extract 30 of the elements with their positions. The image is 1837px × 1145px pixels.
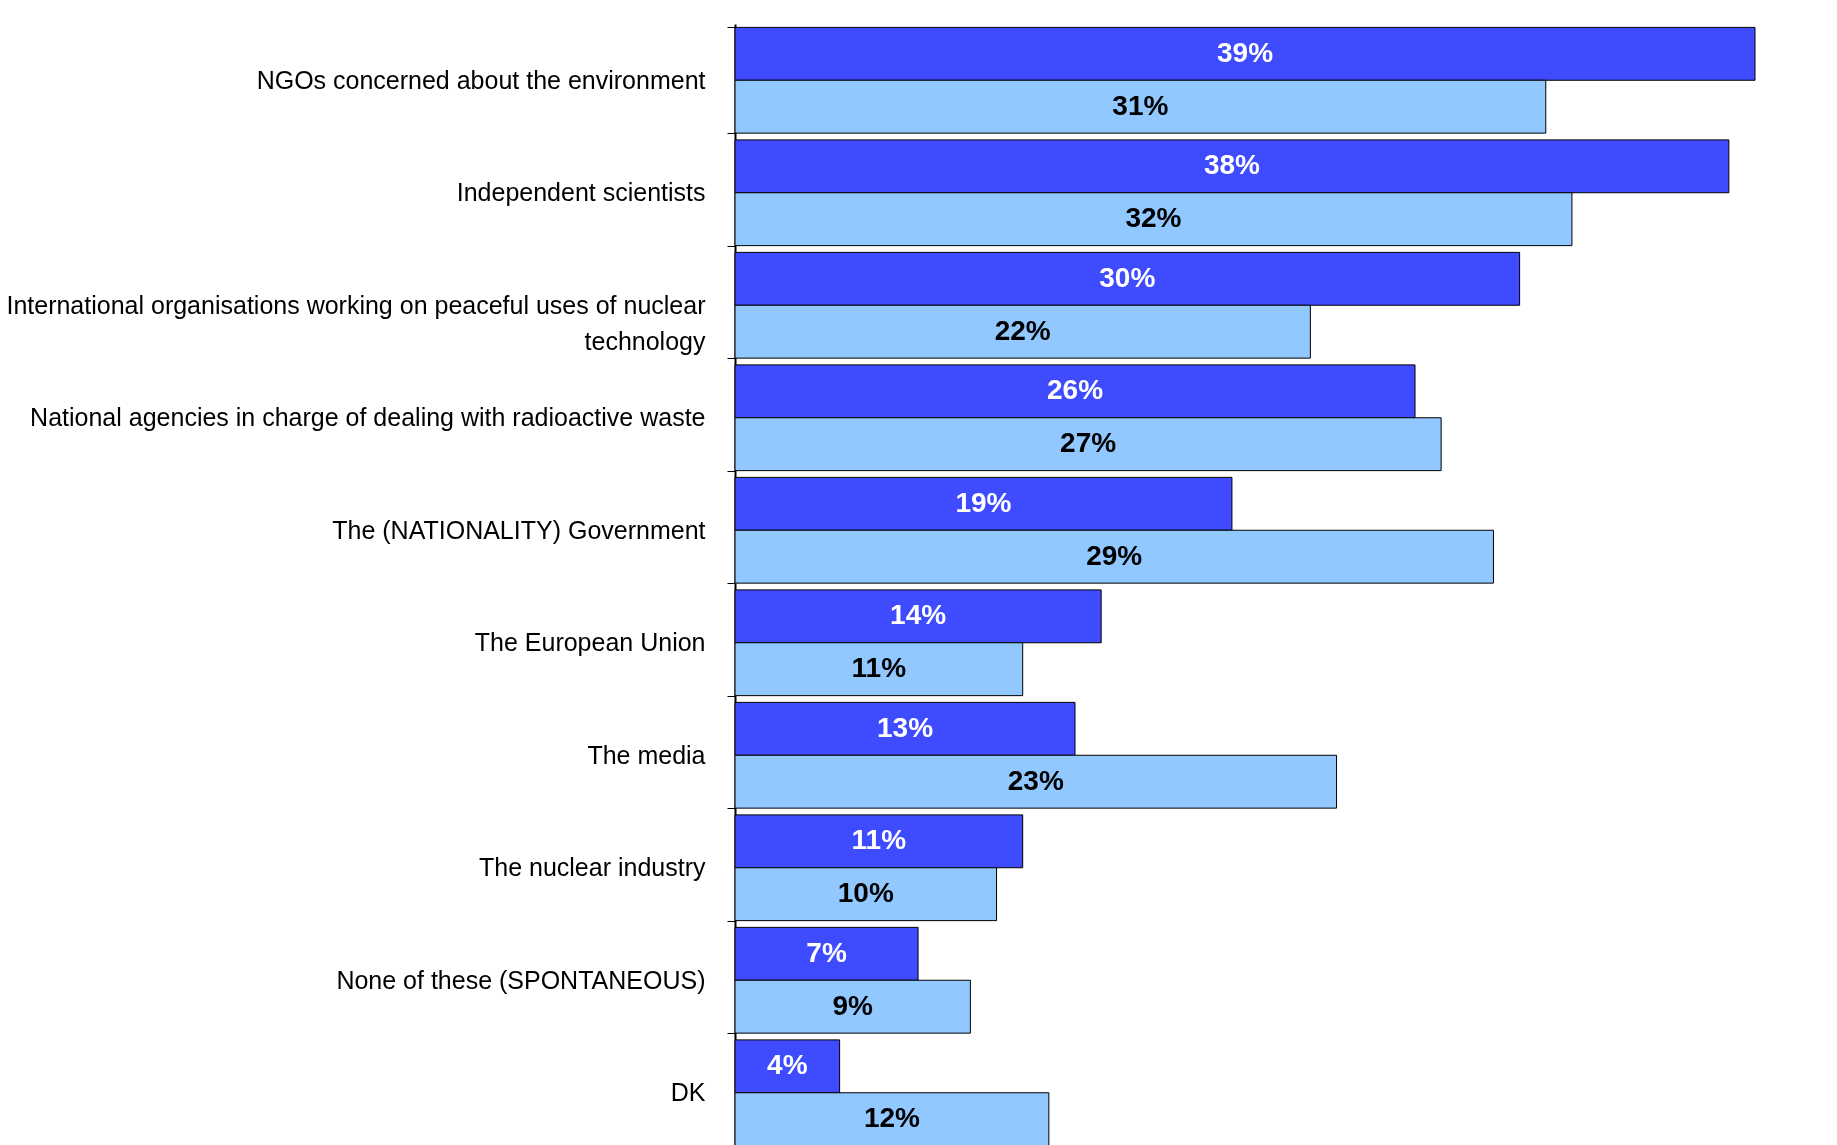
y-tick-label: Independent scientists: [456, 178, 706, 207]
data-label: 26%: [1046, 374, 1104, 406]
data-label: 29%: [1086, 539, 1143, 571]
data-label: 32%: [1125, 202, 1182, 234]
data-label: 19%: [955, 486, 1012, 518]
data-label: 22%: [994, 314, 1051, 346]
y-tick-label: International organisations working on peaceful uses of nuclear technology: [6, 290, 706, 355]
data-label: 10%: [837, 877, 894, 909]
data-label: 38%: [1203, 149, 1261, 181]
y-tick-label: NGOs concerned about the environment: [256, 65, 706, 94]
data-label: 31%: [1112, 89, 1169, 121]
data-label: 9%: [832, 989, 874, 1021]
data-label: 12%: [863, 1102, 921, 1134]
data-label: 4%: [767, 1049, 808, 1081]
data-label: 30%: [1099, 261, 1156, 293]
data-label: 27%: [1060, 427, 1117, 459]
data-label: 7%: [806, 936, 847, 968]
data-label: 23%: [1007, 764, 1064, 796]
y-tick-label: The media: [587, 740, 706, 769]
data-label: 14%: [890, 599, 947, 631]
y-tick-label: The nuclear industry: [478, 853, 706, 882]
y-tick-label: The European Union: [474, 628, 706, 657]
y-tick-label: None of these (SPONTANEOUS): [336, 965, 706, 994]
y-tick-label: The (NATIONALITY) Government: [332, 515, 706, 544]
data-label: 11%: [851, 824, 907, 856]
data-label: 39%: [1216, 36, 1274, 68]
y-tick-label: DK: [670, 1078, 706, 1107]
y-tick-label: National agencies in charge of dealing with radioactive waste: [30, 403, 706, 432]
data-label: 13%: [876, 711, 934, 743]
data-label: 11%: [851, 652, 907, 684]
